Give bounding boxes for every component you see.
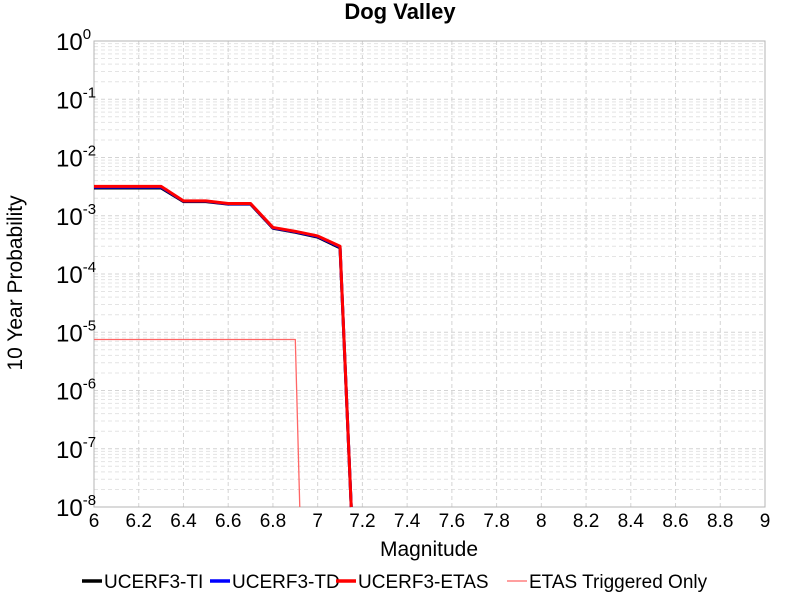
x-tick-label: 6.6 [215,511,241,532]
x-tick-label: 7.2 [349,511,375,532]
chart-title: Dog Valley [344,0,456,24]
grid [93,40,766,508]
x-tick-label: 8.8 [707,511,733,532]
y-axis-label: 10 Year Probability [4,195,27,371]
x-tick-label: 8.6 [662,511,688,532]
series-lines [94,184,353,508]
series-line-ucerf3-etas [94,184,353,508]
x-tick-label: 7.8 [483,511,509,532]
x-tick-label: 9 [760,511,771,532]
legend-label-ucerf3-td: UCERF3-TD [232,572,340,593]
legend-label-ucerf3-ti: UCERF3-TI [104,572,203,593]
y-tick-label: 10-4 [56,259,96,289]
x-tick-label: 7.6 [439,511,465,532]
x-tick-label: 8.2 [573,511,599,532]
y-tick-label: 10-8 [56,492,96,522]
x-axis-label: Magnitude [380,538,478,561]
x-tick-label: 8.4 [618,511,645,532]
y-tick-label: 100 [56,26,91,56]
legend-label-etas-triggered-only: ETAS Triggered Only [529,572,708,593]
y-tick-label: 10-6 [56,376,96,406]
series-line-etas-triggered-only [94,338,301,508]
x-tick-label: 6 [89,511,100,532]
legend-label-ucerf3-etas: UCERF3-ETAS [358,572,489,593]
y-tick-labels: 100 10-1 10-2 10-3 10-4 10-5 10-6 10-7 10-8 [56,26,96,522]
y-tick-label: 10-5 [56,317,96,347]
x-tick-label: 6.2 [126,511,152,532]
legend: UCERF3-TI UCERF3-TD UCERF3-ETAS ETAS Trigge… [82,572,708,593]
plot-area-frame [93,40,766,508]
x-tick-label: 7 [312,511,323,532]
x-tick-labels: 6 6.2 6.4 6.6 6.8 7 7.2 7.4 7.6 7.8 8 8.2 8.4 8.6 8.8 9 [89,511,771,532]
x-tick-label: 7.4 [394,511,421,532]
y-tick-label: 10-2 [56,143,96,173]
x-tick-label: 8 [536,511,547,532]
x-tick-label: 6.8 [260,511,286,532]
y-tick-label: 10-7 [56,434,96,464]
y-tick-label: 10-3 [56,201,96,231]
y-tick-label: 10-1 [56,84,96,114]
x-tick-label: 6.4 [170,511,197,532]
